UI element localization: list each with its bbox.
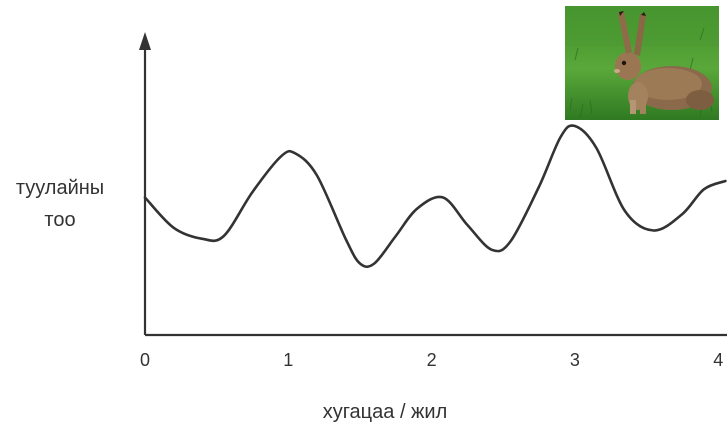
- series-line: [143, 124, 727, 269]
- hare-photo: [565, 6, 719, 120]
- x-tick-label: 1: [283, 350, 293, 370]
- x-tick-label: 0: [140, 350, 150, 370]
- x-tick-label: 4: [713, 350, 723, 370]
- y-axis-title-line-2: тоо: [44, 209, 76, 231]
- y-axis-title-line-1: туулайны: [15, 177, 105, 199]
- x-axis-title: хугацаа / жил: [323, 401, 448, 423]
- y-axis-title: туулайны тоо: [4, 172, 116, 236]
- x-ticks: 0 1 2 3 4: [140, 350, 723, 370]
- axes: [139, 32, 727, 337]
- y-axis-arrow: [139, 32, 151, 50]
- x-tick-label: 2: [427, 350, 437, 370]
- x-tick-label: 3: [570, 350, 580, 370]
